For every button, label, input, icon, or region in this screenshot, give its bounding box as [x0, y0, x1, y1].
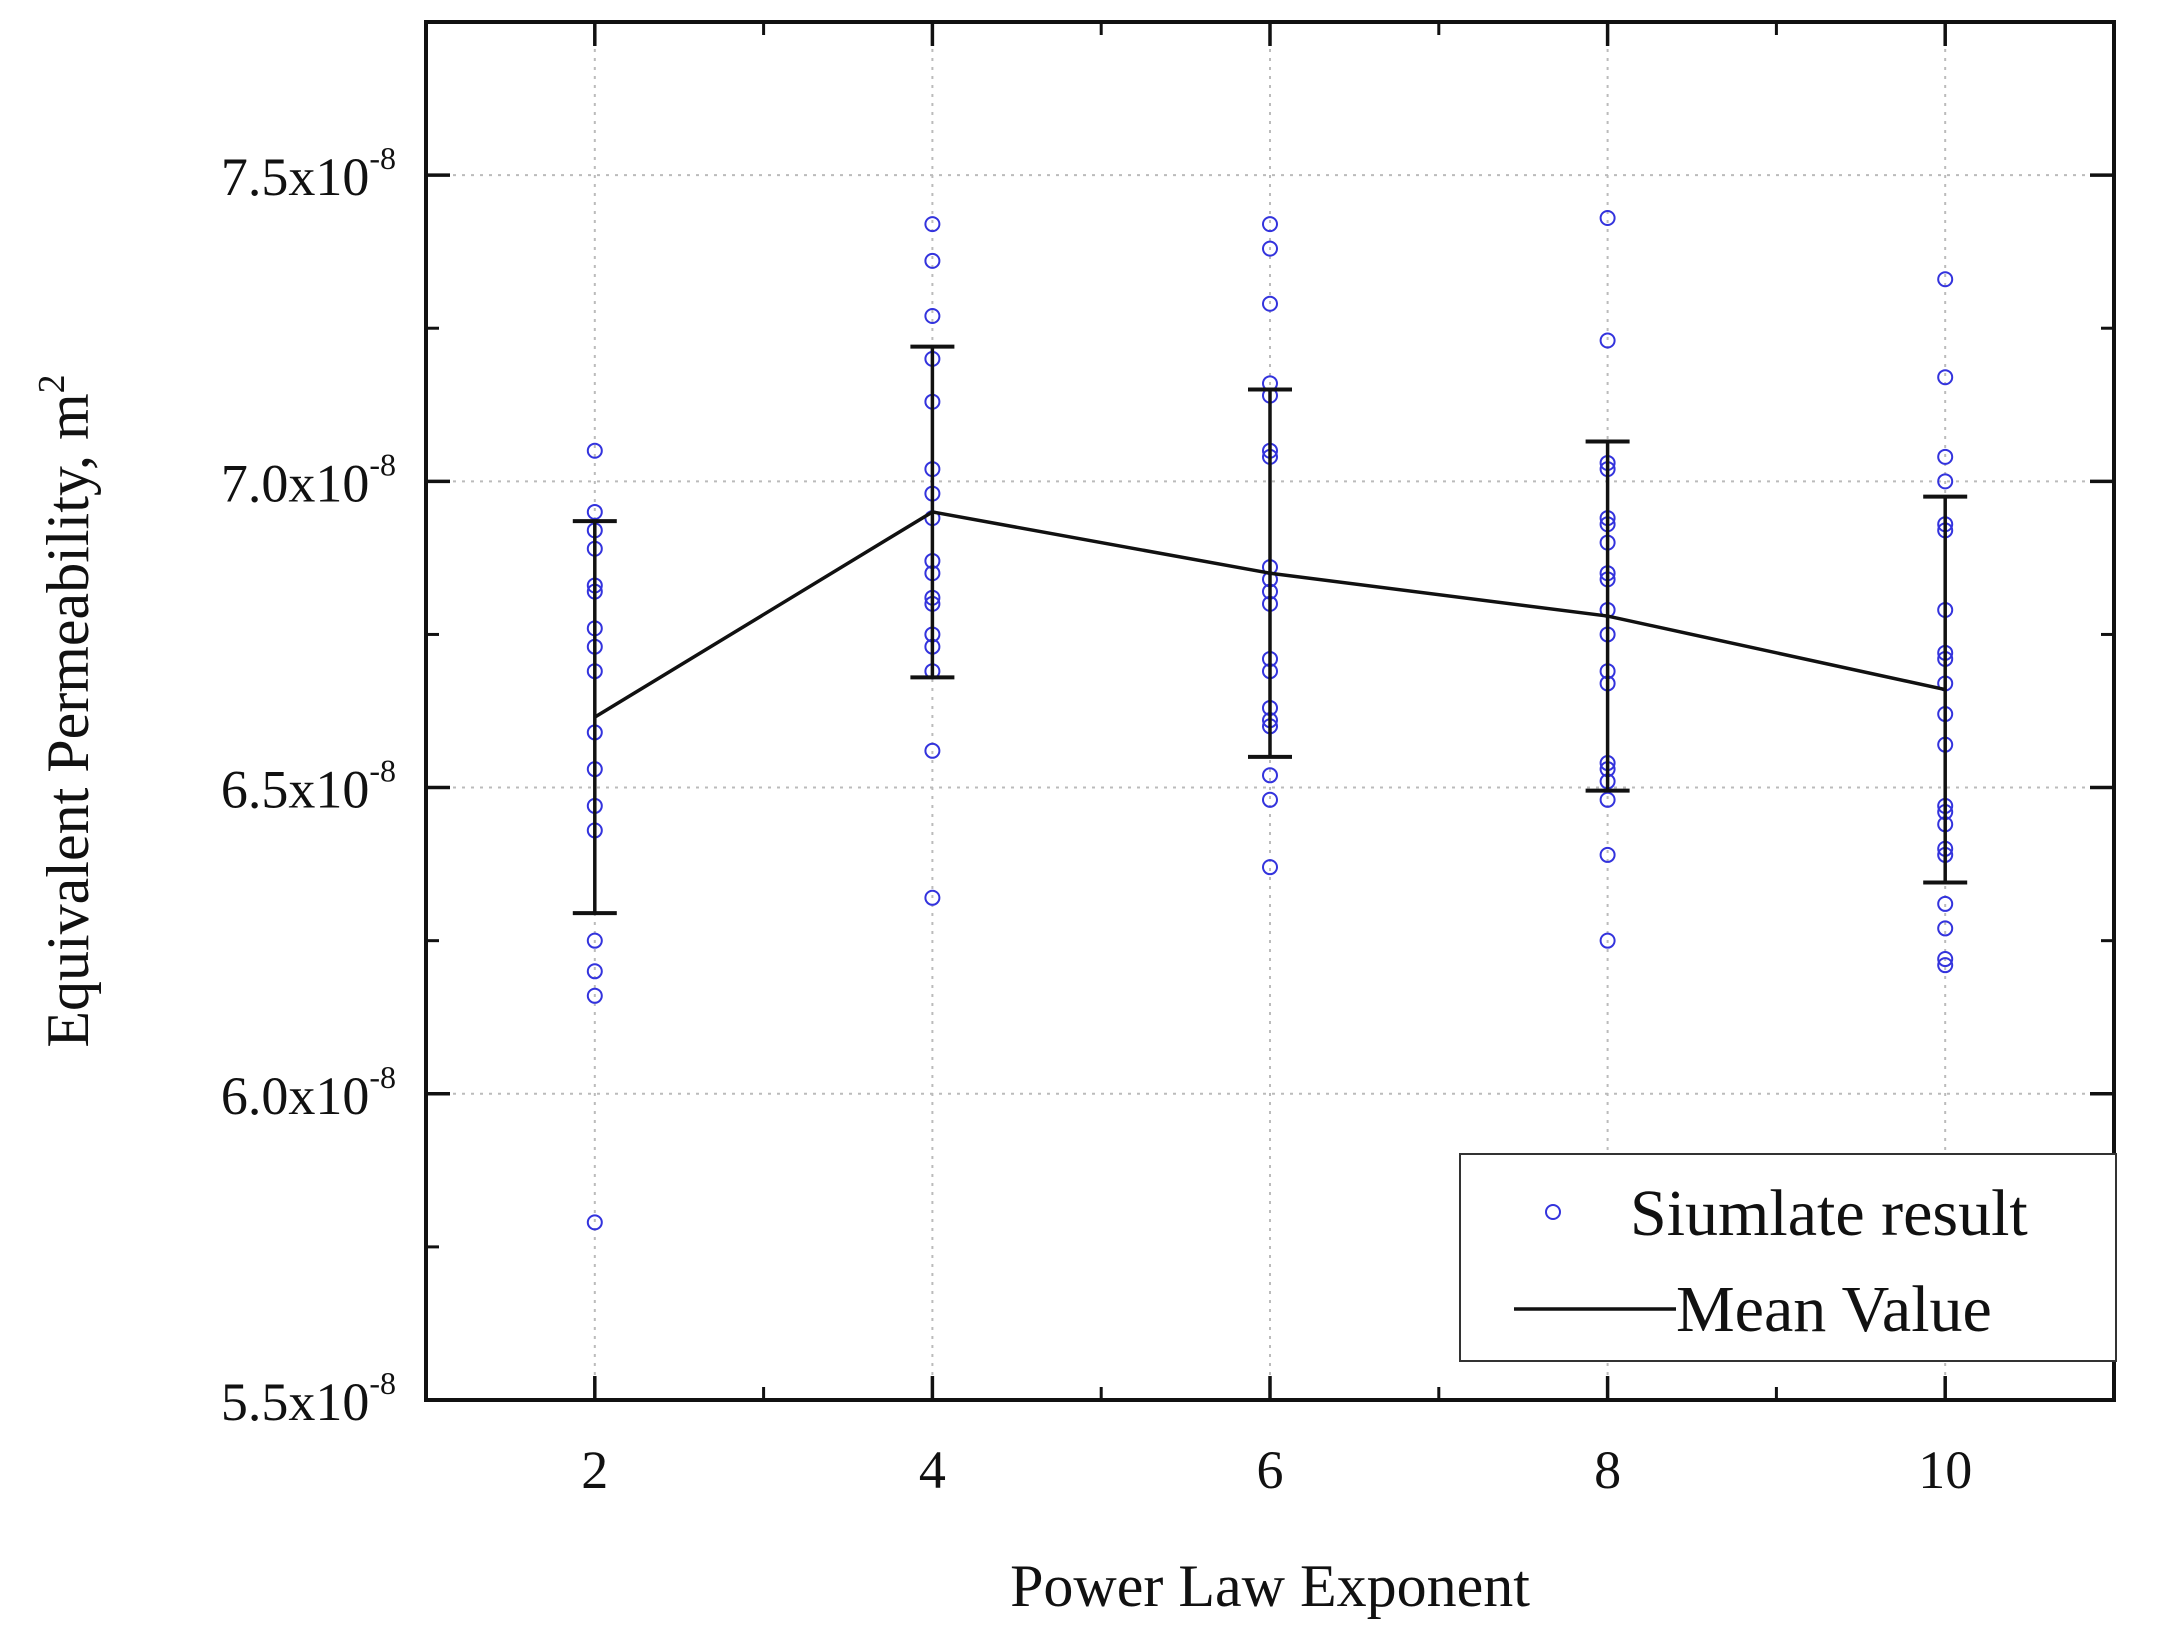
y-tick-labels: 5.5x10-86.0x10-86.5x10-87.0x10-87.5x10-8	[221, 140, 396, 1432]
data-point	[1599, 332, 1616, 349]
data-point	[586, 963, 603, 980]
data-point	[924, 252, 941, 269]
data-point	[1599, 932, 1616, 949]
y-tick-exponent: -8	[369, 446, 396, 482]
x-tick-labels: 2 4 6 8 10	[581, 1440, 1972, 1500]
y-tick-exponent: -8	[369, 140, 396, 176]
y-tick-label: 6.5x10-8	[221, 753, 396, 820]
data-point	[1937, 895, 1954, 912]
legend: Siumlate result Mean Value	[1459, 1153, 2117, 1362]
data-point	[586, 503, 603, 520]
data-point	[1262, 767, 1278, 784]
error-bars	[572, 344, 1968, 916]
y-tick-mantissa: 5.5x10	[221, 1372, 370, 1432]
data-point	[1937, 448, 1954, 465]
y-tick-exponent: -8	[369, 1365, 396, 1401]
data-point	[1262, 216, 1278, 233]
data-point	[1262, 240, 1278, 257]
plot-frame	[424, 20, 2116, 1402]
data-point	[1937, 957, 1954, 974]
data-point	[1262, 791, 1278, 808]
y-tick-mantissa: 6.0x10	[221, 1066, 370, 1126]
legend-label-mean: Mean Value	[1676, 1273, 1992, 1346]
y-tick-exponent: -8	[369, 753, 396, 789]
data-point	[586, 1214, 603, 1231]
data-point	[586, 987, 603, 1004]
data-point	[586, 932, 603, 949]
y-tick-label: 7.5x10-8	[221, 140, 396, 207]
legend-marker-simulate	[1545, 1204, 1561, 1220]
legend-box	[1459, 1153, 2117, 1362]
x-axis-title: Power Law Exponent	[1010, 1553, 1530, 1619]
y-tick-mantissa: 7.5x10	[221, 147, 370, 207]
y-axis-title-superscript: 2	[31, 374, 73, 393]
y-tick-label: 5.5x10-8	[221, 1365, 396, 1432]
data-point	[1262, 295, 1278, 312]
y-tick-mantissa: 7.0x10	[221, 453, 370, 513]
data-point	[1599, 209, 1616, 226]
y-axis-title-main: Equivalent Permeability, m	[35, 393, 101, 1047]
mean-value-line	[593, 510, 1946, 719]
data-point	[1937, 951, 1954, 968]
data-point	[1599, 791, 1616, 808]
y-tick-mantissa: 6.5x10	[221, 760, 370, 820]
data-point	[924, 307, 941, 324]
x-tick-label: 8	[1594, 1440, 1621, 1500]
x-tick-label: 6	[1257, 1440, 1284, 1500]
data-point	[586, 442, 603, 459]
data-point	[1937, 920, 1954, 937]
data-point	[1599, 846, 1616, 863]
x-tick-label: 4	[919, 1440, 946, 1500]
data-point	[1937, 369, 1954, 386]
data-point	[924, 216, 941, 233]
y-tick-exponent: -8	[369, 1059, 396, 1095]
y-axis-title: Equivalent Permeability, m2	[31, 374, 101, 1047]
data-point	[1937, 271, 1954, 288]
data-point	[1262, 859, 1278, 876]
legend-label-simulate: Siumlate result	[1630, 1177, 2028, 1250]
x-tick-label: 2	[581, 1440, 608, 1500]
data-point	[924, 742, 941, 759]
data-point	[1937, 473, 1954, 490]
x-tick-label: 10	[1918, 1440, 1972, 1500]
y-tick-label: 7.0x10-8	[221, 446, 396, 513]
y-tick-label: 6.0x10-8	[221, 1059, 396, 1126]
data-point	[924, 889, 941, 906]
